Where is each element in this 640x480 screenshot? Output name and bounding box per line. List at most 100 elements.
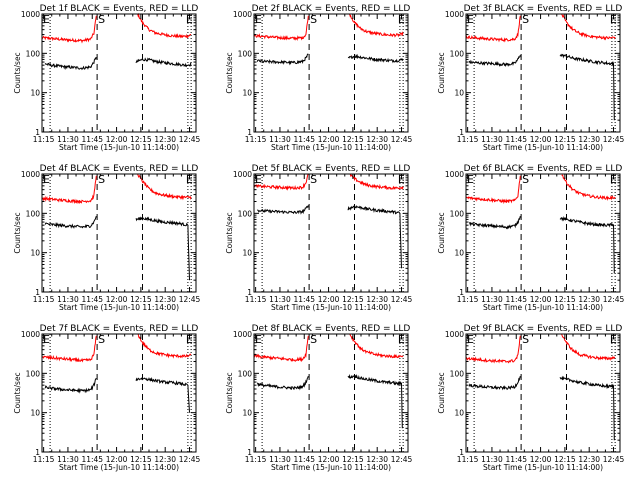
x-tick-label: 11:15 — [457, 455, 479, 464]
start-marker: E — [467, 13, 474, 26]
x-tick-label: 12:00 — [106, 455, 128, 464]
mid-marker: S — [310, 333, 317, 346]
start-marker: E — [467, 173, 474, 186]
x-tick-label: 12:45 — [391, 295, 413, 304]
end-marker: E — [610, 173, 617, 186]
y-axis-label: Counts/sec — [225, 372, 234, 413]
end-marker: E — [610, 333, 617, 346]
x-tick-label: 12:30 — [578, 295, 600, 304]
events-series-line — [559, 375, 615, 441]
lld-series-line — [349, 173, 404, 191]
x-tick-label: 11:30 — [269, 295, 291, 304]
y-tick-label: 1000 — [21, 170, 40, 179]
x-tick-label: 12:45 — [603, 295, 625, 304]
mid-marker: S — [98, 173, 105, 186]
x-tick-label: 12:30 — [154, 135, 176, 144]
y-tick-label: 100 — [26, 369, 41, 378]
subplot-9: Det 9f BLACK = Events, RED = LLD 1 10 100 10… — [437, 324, 625, 472]
x-tick-label: 12:30 — [366, 295, 388, 304]
x-tick-label: 12:15 — [342, 295, 364, 304]
plot-frame — [41, 333, 197, 453]
lld-series-line — [465, 175, 521, 205]
x-tick-label: 12:30 — [578, 135, 600, 144]
subplot-title: Det 1f BLACK = Events, RED = LLD — [40, 4, 199, 14]
lld-series-line — [349, 334, 404, 359]
y-axis-label: Counts/sec — [437, 372, 446, 413]
x-tick-label: 12:45 — [179, 135, 201, 144]
y-axis-label: Counts/sec — [225, 212, 234, 253]
y-tick-label: 100 — [238, 49, 253, 58]
y-tick-label: 10 — [454, 249, 464, 258]
x-tick-label: 11:30 — [57, 295, 79, 304]
x-tick-label: 12:00 — [530, 135, 552, 144]
y-tick-label: 100 — [238, 209, 253, 218]
end-marker: E — [186, 173, 193, 186]
mid-marker: S — [522, 13, 529, 26]
start-marker: E — [255, 13, 262, 26]
end-marker: E — [398, 333, 405, 346]
plot-frame — [253, 333, 409, 453]
subplot-title: Det 9f BLACK = Events, RED = LLD — [464, 324, 623, 334]
subplot-3: Det 3f BLACK = Events, RED = LLD 1 10 100 10… — [437, 4, 625, 152]
events-series-line — [256, 53, 309, 66]
x-tick-label: 12:15 — [130, 135, 152, 144]
events-series-line — [347, 53, 404, 64]
lld-series-line — [253, 15, 309, 41]
y-axis-label: Counts/sec — [13, 212, 22, 253]
x-axis-label: Start Time (15-Jun-10 11:14:00) — [59, 463, 179, 472]
mid-marker: S — [310, 13, 317, 26]
plot-frame — [465, 173, 621, 293]
x-tick-label: 12:45 — [603, 455, 625, 464]
end-marker: E — [186, 13, 193, 26]
y-tick-label: 10 — [242, 409, 252, 418]
plot-frame — [41, 173, 197, 293]
x-tick-label: 12:30 — [578, 455, 600, 464]
x-tick-label: 11:45 — [81, 295, 103, 304]
y-tick-label: 100 — [450, 209, 465, 218]
y-tick-label: 1000 — [21, 330, 40, 339]
plot-frame — [253, 13, 409, 133]
y-tick-label: 10 — [242, 89, 252, 98]
y-tick-label: 100 — [26, 49, 41, 58]
lld-series-line — [349, 13, 404, 38]
y-tick-label: 10 — [454, 89, 464, 98]
subplot-title: Det 2f BLACK = Events, RED = LLD — [252, 4, 411, 14]
y-axis-label: Counts/sec — [437, 52, 446, 93]
y-tick-label: 1000 — [233, 10, 252, 19]
x-tick-label: 11:15 — [457, 295, 479, 304]
events-series-line — [559, 53, 615, 121]
lld-series-line — [561, 174, 616, 202]
y-tick-label: 1 — [35, 448, 40, 457]
x-tick-label: 12:15 — [554, 135, 576, 144]
lld-series-line — [465, 15, 521, 43]
y-tick-label: 100 — [238, 369, 253, 378]
y-tick-label: 100 — [26, 209, 41, 218]
start-marker: E — [255, 173, 262, 186]
x-axis-label: Start Time (15-Jun-10 11:14:00) — [483, 303, 603, 312]
events-series-line — [468, 375, 521, 391]
x-tick-label: 11:15 — [245, 455, 267, 464]
events-series-line — [347, 373, 403, 429]
start-marker: E — [43, 333, 50, 346]
events-series-line — [347, 205, 402, 269]
y-tick-label: 10 — [242, 249, 252, 258]
x-tick-label: 11:45 — [293, 295, 315, 304]
x-tick-label: 11:15 — [33, 135, 55, 144]
mid-marker: S — [522, 173, 529, 186]
events-series-line — [44, 215, 97, 229]
y-tick-label: 1000 — [445, 330, 464, 339]
x-tick-label: 11:30 — [481, 135, 503, 144]
y-tick-label: 1 — [459, 448, 464, 457]
y-tick-label: 1000 — [233, 170, 252, 179]
x-tick-label: 12:15 — [554, 295, 576, 304]
x-tick-label: 12:00 — [318, 135, 340, 144]
subplot-7: Det 7f BLACK = Events, RED = LLD 1 10 100 10… — [13, 324, 201, 472]
x-tick-label: 12:00 — [530, 295, 552, 304]
events-series-line — [135, 57, 192, 68]
x-axis-label: Start Time (15-Jun-10 11:14:00) — [271, 143, 391, 152]
y-tick-label: 1 — [247, 288, 252, 297]
x-tick-label: 12:00 — [318, 295, 340, 304]
x-tick-label: 11:45 — [505, 295, 527, 304]
x-tick-label: 12:15 — [342, 455, 364, 464]
events-series-line — [257, 205, 309, 215]
